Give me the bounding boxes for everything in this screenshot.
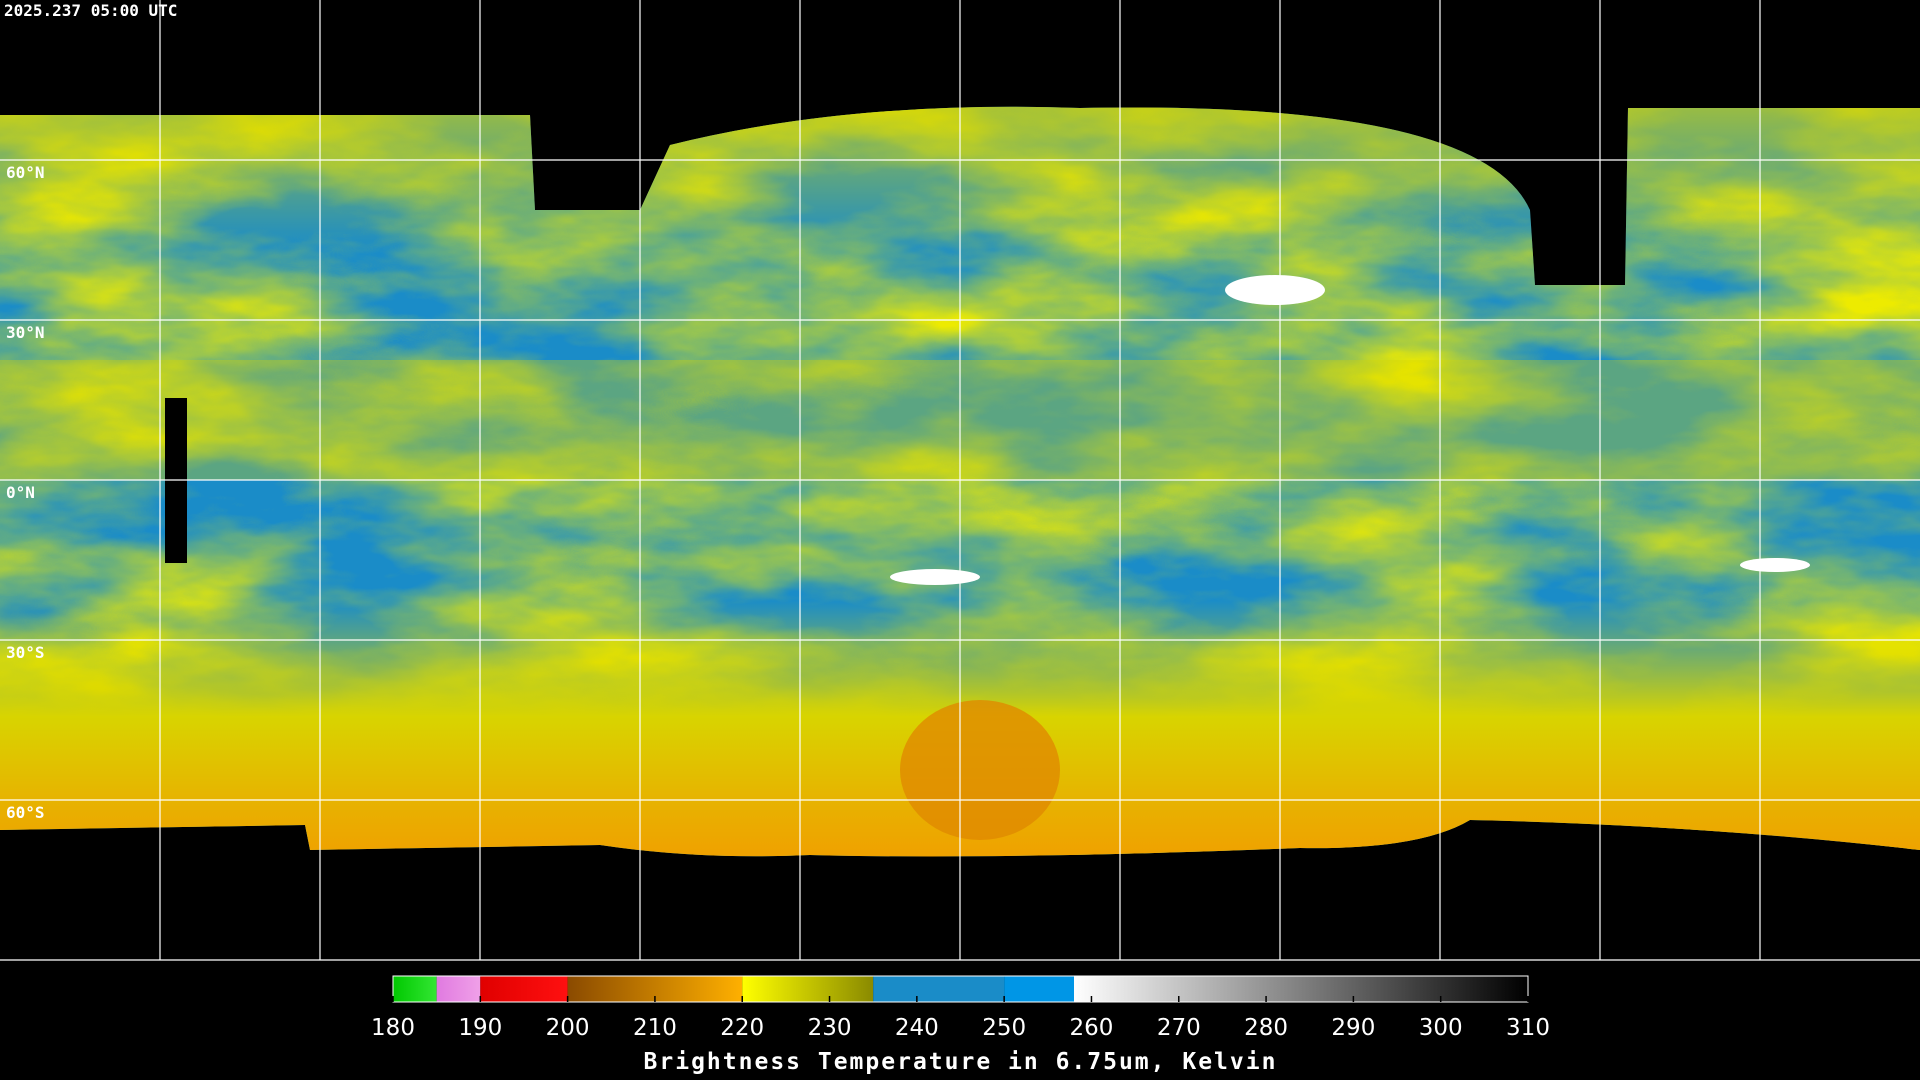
- colorbar-tick-label: 260: [1070, 1015, 1114, 1041]
- colorbar-tick-label: 230: [808, 1015, 852, 1041]
- latitude-label: 60°S: [6, 803, 45, 822]
- latitude-label: 30°N: [6, 323, 45, 342]
- warm-spot: [890, 569, 980, 585]
- timestamp: 2025.237 05:00 UTC: [4, 1, 177, 20]
- colorbar-tick-label: 180: [371, 1015, 415, 1041]
- colorbar-tick-label: 280: [1244, 1015, 1288, 1041]
- colorbar-tick-label: 220: [720, 1015, 764, 1041]
- colorbar-segment: [742, 976, 874, 1002]
- storm: [900, 700, 1060, 840]
- colorbar-frame: [392, 975, 1529, 1003]
- colorbar-tick-label: 300: [1419, 1015, 1463, 1041]
- colorbar-segment: [436, 976, 481, 1002]
- colorbar-tick-label: 240: [895, 1015, 939, 1041]
- colorbar-tick-label: 310: [1506, 1015, 1550, 1041]
- warm-spot: [1740, 558, 1810, 572]
- colorbar-segment: [1004, 976, 1074, 1002]
- colorbar-tick-label: 250: [982, 1015, 1026, 1041]
- colorbar-segment: [480, 976, 568, 1002]
- colorbar-segment: [1074, 976, 1528, 1002]
- colorbar-tick-label: 190: [458, 1015, 502, 1041]
- colorbar-title: Brightness Temperature in 6.75um, Kelvin: [644, 1049, 1278, 1075]
- warm-spot: [1225, 275, 1325, 305]
- colorbar-segment: [393, 976, 437, 1002]
- colorbar-segment: [873, 976, 1005, 1002]
- latitude-label: 30°S: [6, 643, 45, 662]
- colorbar-tick-label: 290: [1331, 1015, 1375, 1041]
- colorbar-tick-label: 210: [633, 1015, 677, 1041]
- latitude-label: 60°N: [6, 163, 45, 182]
- latitude-label: 0°N: [6, 483, 35, 502]
- colorbar-tick-label: 200: [546, 1015, 590, 1041]
- colorbar-tick-label: 270: [1157, 1015, 1201, 1041]
